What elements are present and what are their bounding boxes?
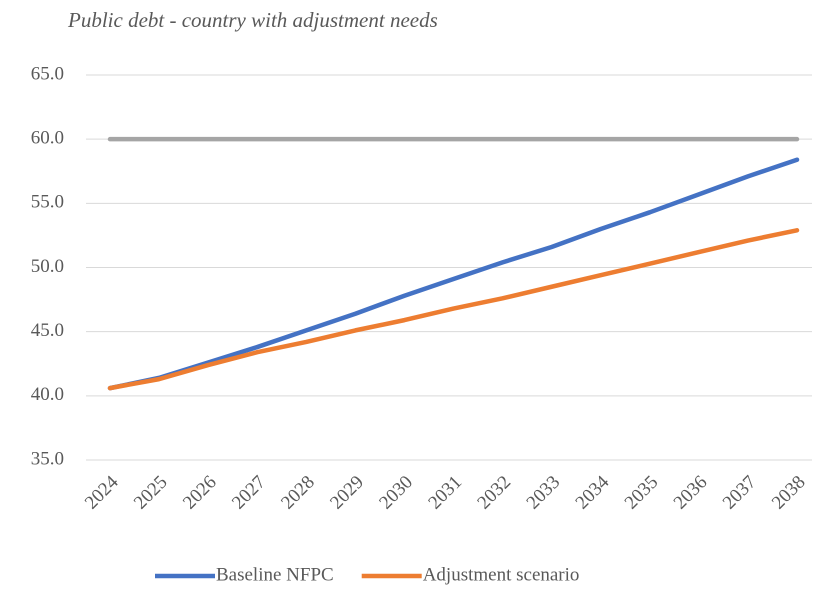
legend-label: Adjustment scenario <box>423 564 580 585</box>
x-tick-label: 2032 <box>473 472 515 514</box>
chart-title: Public debt - country with adjustment ne… <box>67 8 438 32</box>
x-tick-label: 2030 <box>375 472 417 514</box>
x-tick-label: 2024 <box>81 471 123 513</box>
x-tick-label: 2027 <box>228 472 270 514</box>
x-tick-label: 2026 <box>179 472 221 514</box>
x-tick-label: 2037 <box>719 472 761 514</box>
x-tick-label: 2028 <box>277 472 319 514</box>
y-tick-label: 35.0 <box>31 448 64 469</box>
y-tick-label: 60.0 <box>31 128 64 149</box>
x-tick-label: 2033 <box>523 472 565 514</box>
y-tick-label: 65.0 <box>31 63 64 84</box>
y-tick-label: 45.0 <box>31 320 64 341</box>
x-tick-label: 2029 <box>326 472 368 514</box>
x-tick-label: 2038 <box>768 472 810 514</box>
x-tick-label: 2036 <box>670 472 712 514</box>
x-tick-label: 2035 <box>621 472 663 514</box>
x-tick-label: 2031 <box>424 472 466 514</box>
y-tick-label: 50.0 <box>31 256 64 277</box>
y-tick-label: 55.0 <box>31 192 64 213</box>
series-line <box>107 228 800 391</box>
y-tick-label: 40.0 <box>31 384 64 405</box>
x-tick-label: 2034 <box>572 471 614 513</box>
legend-label: Baseline NFPC <box>216 564 334 585</box>
series-line <box>107 157 800 391</box>
x-tick-label: 2025 <box>130 472 172 514</box>
